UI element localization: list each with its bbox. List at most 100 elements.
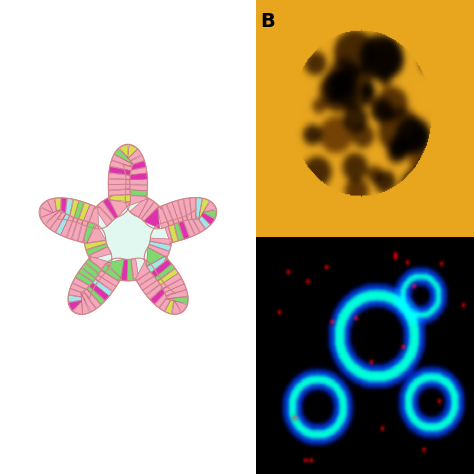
Polygon shape: [126, 185, 147, 191]
Polygon shape: [149, 241, 171, 251]
Polygon shape: [50, 212, 66, 232]
Polygon shape: [86, 259, 105, 276]
PathPatch shape: [46, 151, 210, 308]
Polygon shape: [70, 283, 91, 295]
Polygon shape: [151, 259, 172, 277]
Polygon shape: [98, 201, 115, 220]
Polygon shape: [65, 198, 73, 220]
Text: B: B: [260, 12, 275, 31]
Polygon shape: [144, 206, 160, 229]
Polygon shape: [139, 199, 154, 219]
Polygon shape: [47, 198, 58, 219]
Polygon shape: [89, 256, 111, 272]
Polygon shape: [45, 210, 63, 229]
Polygon shape: [136, 260, 154, 281]
Polygon shape: [68, 295, 90, 302]
Polygon shape: [92, 279, 112, 296]
Polygon shape: [167, 297, 188, 304]
Polygon shape: [196, 201, 216, 219]
Polygon shape: [155, 264, 175, 281]
Polygon shape: [137, 269, 157, 285]
Polygon shape: [109, 167, 131, 175]
Polygon shape: [82, 263, 102, 281]
Polygon shape: [172, 201, 183, 222]
Polygon shape: [166, 290, 188, 299]
Polygon shape: [109, 195, 130, 202]
Polygon shape: [88, 206, 99, 229]
Polygon shape: [150, 238, 172, 245]
Polygon shape: [82, 204, 95, 226]
Polygon shape: [164, 222, 173, 243]
Polygon shape: [190, 212, 205, 232]
Polygon shape: [73, 293, 87, 314]
Polygon shape: [150, 285, 169, 304]
Polygon shape: [165, 292, 175, 314]
Polygon shape: [162, 204, 174, 226]
Polygon shape: [78, 202, 90, 224]
Polygon shape: [61, 198, 67, 219]
Polygon shape: [95, 275, 116, 291]
Polygon shape: [67, 218, 78, 239]
Polygon shape: [84, 240, 107, 249]
Polygon shape: [131, 258, 139, 281]
Polygon shape: [69, 199, 79, 221]
Polygon shape: [163, 279, 184, 292]
Polygon shape: [61, 216, 73, 237]
Polygon shape: [126, 179, 147, 184]
Polygon shape: [122, 149, 142, 164]
Polygon shape: [158, 269, 178, 285]
Polygon shape: [148, 245, 169, 257]
Polygon shape: [98, 270, 119, 286]
Polygon shape: [125, 167, 147, 175]
Polygon shape: [55, 214, 70, 235]
Polygon shape: [124, 161, 146, 171]
Polygon shape: [82, 292, 96, 312]
Polygon shape: [73, 278, 94, 292]
Polygon shape: [86, 244, 108, 255]
Polygon shape: [126, 195, 147, 207]
Polygon shape: [108, 179, 130, 184]
Polygon shape: [87, 286, 105, 304]
Polygon shape: [128, 259, 133, 281]
Polygon shape: [40, 210, 60, 224]
Polygon shape: [142, 202, 159, 221]
Polygon shape: [68, 289, 91, 298]
Polygon shape: [195, 209, 215, 225]
Polygon shape: [178, 218, 189, 239]
Polygon shape: [103, 198, 118, 219]
Polygon shape: [164, 284, 186, 296]
Polygon shape: [40, 208, 60, 218]
Polygon shape: [167, 220, 178, 242]
Polygon shape: [146, 247, 167, 266]
Polygon shape: [109, 198, 130, 217]
Polygon shape: [199, 198, 210, 219]
Polygon shape: [79, 268, 99, 284]
Polygon shape: [75, 273, 96, 288]
Polygon shape: [107, 259, 124, 280]
Polygon shape: [143, 278, 163, 295]
Polygon shape: [173, 219, 183, 241]
Polygon shape: [68, 296, 90, 311]
Text: C: C: [260, 249, 275, 268]
Polygon shape: [78, 220, 88, 242]
Polygon shape: [73, 201, 84, 222]
Polygon shape: [55, 198, 61, 219]
Polygon shape: [110, 161, 132, 171]
Polygon shape: [84, 225, 106, 244]
Polygon shape: [160, 273, 182, 289]
Polygon shape: [183, 198, 191, 220]
Polygon shape: [193, 210, 210, 229]
Polygon shape: [41, 201, 60, 219]
Polygon shape: [123, 155, 144, 167]
Polygon shape: [178, 199, 187, 221]
Polygon shape: [90, 283, 109, 301]
Polygon shape: [126, 173, 147, 180]
Polygon shape: [108, 184, 130, 190]
Polygon shape: [196, 198, 202, 219]
Polygon shape: [167, 294, 187, 312]
Polygon shape: [84, 289, 101, 309]
Polygon shape: [186, 214, 200, 235]
Polygon shape: [190, 198, 196, 219]
Polygon shape: [109, 189, 130, 195]
Polygon shape: [182, 216, 195, 237]
